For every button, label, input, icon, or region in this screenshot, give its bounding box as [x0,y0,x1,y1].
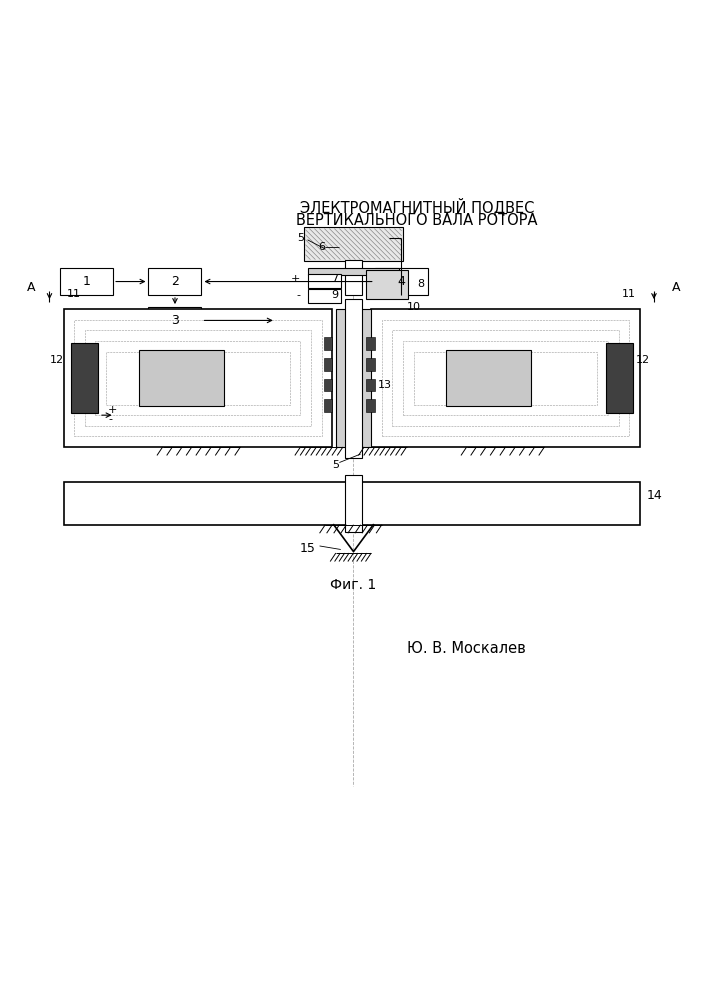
Text: 11: 11 [622,289,636,299]
Text: 7: 7 [331,274,338,284]
Bar [366,379,375,391]
Text: 8: 8 [417,279,424,289]
Text: 13: 13 [378,380,392,390]
Bar [324,337,332,350]
Text: 5: 5 [332,460,339,470]
Bar [148,307,201,334]
Bar [382,320,629,436]
Bar [64,482,640,525]
Text: 10: 10 [407,302,421,312]
Bar [308,274,341,288]
Text: ЭЛЕКТРОМАГНИТНЫЙ ПОДВЕС: ЭЛЕКТРОМАГНИТНЫЙ ПОДВЕС [300,198,534,215]
Text: 5: 5 [297,233,304,243]
Bar [336,309,371,447]
Bar [392,330,619,426]
Bar [324,379,332,391]
Bar [446,350,531,406]
Bar [366,337,375,350]
Bar [71,343,98,413]
Text: -: - [296,290,300,300]
Text: 3: 3 [171,314,179,327]
Bar [371,309,640,447]
Bar [139,350,223,406]
Text: Ю. В. Москалев: Ю. В. Москалев [407,641,526,656]
Bar [344,475,362,532]
Bar [64,309,332,447]
Text: A: A [27,281,35,294]
Text: 2: 2 [171,275,179,288]
Text: 9: 9 [331,290,338,300]
Bar [324,399,332,412]
Text: 1: 1 [83,275,90,288]
Bar [606,343,633,413]
Bar [308,289,341,303]
Text: A: A [672,281,680,294]
Bar [366,270,408,299]
Bar [366,358,375,371]
Text: +: + [108,405,117,415]
Text: 4: 4 [397,275,405,288]
Text: 6: 6 [318,242,325,252]
Bar [366,399,375,412]
Bar [304,227,403,261]
Text: ВЕРТИКАЛЬНОГО ВАЛА РОТОРА: ВЕРТИКАЛЬНОГО ВАЛА РОТОРА [296,213,538,228]
Bar [95,341,300,415]
Text: Фиг. 1: Фиг. 1 [330,578,377,592]
Bar [324,358,332,371]
Bar [414,352,597,405]
Text: 12: 12 [49,355,64,365]
Bar [60,268,113,295]
Bar [344,260,362,295]
Bar [308,268,399,275]
Bar [74,320,322,436]
Bar [148,268,201,295]
Text: +: + [291,274,300,284]
Bar [403,341,608,415]
Text: 12: 12 [636,355,650,365]
Bar [344,299,362,458]
Bar [106,352,290,405]
Text: -: - [108,414,112,424]
Text: 14: 14 [647,489,662,502]
Text: 15: 15 [300,542,315,555]
Bar [85,330,311,426]
Bar [375,268,428,295]
Text: 11: 11 [67,289,81,299]
